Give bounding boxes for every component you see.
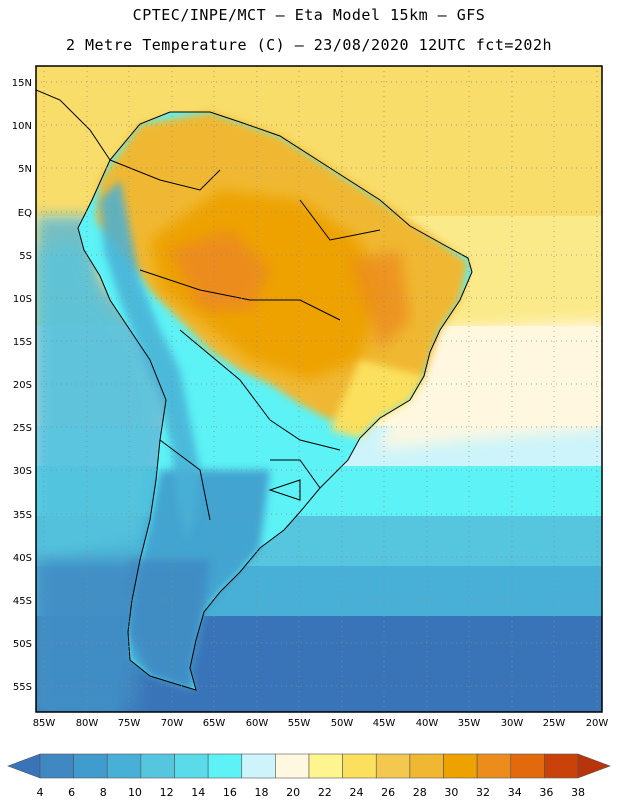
lon-label: 85W [33, 718, 56, 729]
lon-label: 25W [543, 718, 566, 729]
lon-label: 35W [458, 718, 481, 729]
map-frame [35, 65, 603, 713]
colorbar-label: 14 [191, 786, 205, 799]
pacific-coastal-band [36, 240, 160, 560]
colorbar-swatch [275, 753, 310, 779]
colorbar-swatch [443, 753, 478, 779]
colorbar-label: 28 [413, 786, 427, 799]
lat-label: 15S [13, 337, 32, 348]
cerrado-hot [350, 250, 410, 350]
colorbar-swatch [140, 753, 175, 779]
colorbar-swatch [375, 753, 411, 779]
colorbar-label: 16 [223, 786, 237, 799]
colorbar-label: 4 [37, 786, 44, 799]
border-chile-argentina [159, 439, 211, 521]
lat-label: 15N [12, 78, 32, 89]
colorbar-swatch [207, 753, 243, 779]
colorbar-label: 34 [508, 786, 522, 799]
border-uruguay [270, 459, 321, 489]
lat-label: EQ [18, 208, 32, 219]
lat-label: 5S [19, 251, 32, 262]
colorbar-swatch [409, 753, 444, 779]
colorbar: 4 6 8 10 12 14 16 18 20 22 24 26 28 30 32 34 36 38 [7, 753, 611, 799]
colorbar-swatch [308, 753, 343, 779]
lon-label: 20W [586, 718, 609, 729]
longitude-axis: 85W 80W 75W 70W 65W 60W 55W 50W 45W 40W … [33, 718, 609, 729]
lat-label: 40S [13, 553, 32, 564]
lon-label: 55W [288, 718, 311, 729]
colorbar-label: 36 [539, 786, 553, 799]
lon-label: 45W [373, 718, 396, 729]
brazil-southeast [330, 360, 424, 438]
colorbar-swatch [544, 753, 579, 779]
lon-label: 50W [331, 718, 354, 729]
tropical-land-hottest [170, 230, 270, 310]
lat-label: 20S [13, 380, 32, 391]
lat-label: 55S [13, 682, 32, 693]
latitude-axis: 15N 10N 5N EQ 5S 10S 15S 20S 25S 30S 35S… [12, 78, 32, 693]
colorbar-label: 26 [381, 786, 395, 799]
map-field [36, 66, 602, 712]
title-line-2: 2 Metre Temperature (C) – 23/08/2020 12U… [65, 36, 553, 54]
colorbar-label: 12 [160, 786, 174, 799]
atlantic-warm-tongue [380, 320, 602, 450]
border-paraguay [269, 419, 341, 451]
lon-label: 30W [501, 718, 524, 729]
lat-label: 5N [18, 164, 32, 175]
colorbar-swatch [241, 753, 276, 779]
lat-label: 30S [13, 466, 32, 477]
colorbar-label: 38 [571, 786, 585, 799]
colorbar-labels: 4 6 8 10 12 14 16 18 20 22 24 26 28 30 32 34 36 38 [37, 786, 586, 799]
lat-label: 25S [13, 423, 32, 434]
title-line-1: CPTEC/INPE/MCT – Eta Model 15km – GFS [132, 6, 486, 24]
colorbar-label: 18 [255, 786, 269, 799]
pacific-south-band [36, 560, 150, 712]
lon-label: 65W [203, 718, 226, 729]
colorbar-label: 6 [68, 786, 75, 799]
colorbar-label: 10 [128, 786, 142, 799]
lat-label: 10N [12, 121, 32, 132]
country-borders [36, 89, 473, 691]
colorbar-swatch [476, 753, 512, 779]
lon-label: 75W [118, 718, 141, 729]
colorbar-label: 8 [100, 786, 107, 799]
lon-label: 60W [246, 718, 269, 729]
colorbar-swatches [39, 753, 579, 779]
lat-label: 10S [13, 294, 32, 305]
lon-label: 80W [76, 718, 99, 729]
colorbar-swatch [174, 753, 209, 779]
border-brazil-bolivia [139, 269, 341, 321]
border-guianas [299, 199, 381, 241]
colorbar-label: 32 [476, 786, 490, 799]
colorbar-label: 30 [444, 786, 458, 799]
colorbar-label: 22 [318, 786, 332, 799]
continent-coastline [77, 111, 473, 691]
colorbar-label: 20 [286, 786, 300, 799]
colorbar-label: 24 [349, 786, 363, 799]
colorbar-max-arrow [577, 753, 611, 779]
lon-label: 40W [416, 718, 439, 729]
lon-label: 70W [161, 718, 184, 729]
colorbar-swatch [106, 753, 142, 779]
colorbar-swatch [39, 753, 74, 779]
patagonia-cold [128, 560, 210, 690]
border-bolivia-argentina [179, 329, 271, 421]
central-america-coast [36, 89, 111, 161]
colorbar-swatch [342, 753, 377, 779]
colorbar-min-arrow [7, 753, 41, 779]
colorbar-swatch [510, 753, 545, 779]
colorbar-swatch [73, 753, 108, 779]
lat-label: 45S [13, 596, 32, 607]
lat-label: 50S [13, 639, 32, 650]
border-colombia-venezuela [109, 159, 221, 191]
lat-label: 35S [13, 510, 32, 521]
lagoa-dos-patos [268, 479, 301, 501]
